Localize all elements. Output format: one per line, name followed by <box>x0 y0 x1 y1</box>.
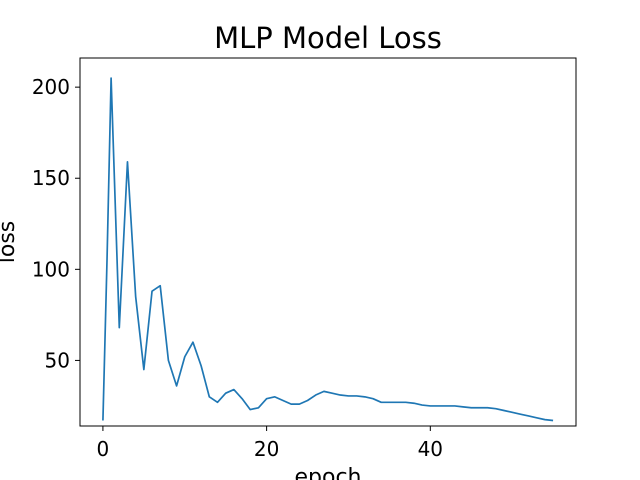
plot-frame <box>79 57 577 427</box>
x-axis-label: epoch <box>295 465 362 480</box>
plot-area <box>102 77 554 422</box>
y-tick-label: 50 <box>45 348 70 372</box>
y-tick-label: 100 <box>32 257 70 281</box>
y-axis-label: loss <box>0 221 20 264</box>
x-tick-label: 0 <box>97 437 110 461</box>
series-line-0 <box>102 77 554 422</box>
y-tick-label: 200 <box>32 75 70 99</box>
x-tick-label: 20 <box>254 437 279 461</box>
y-tick-label: 150 <box>32 166 70 190</box>
chart-title: MLP Model Loss <box>214 21 442 55</box>
x-tick-label: 40 <box>418 437 443 461</box>
axis-ticks: 0 20 40 50 100 150 200 <box>32 75 443 461</box>
